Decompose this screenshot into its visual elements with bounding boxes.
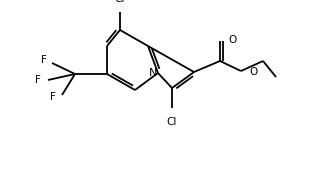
Text: F: F (41, 55, 47, 65)
Text: Cl: Cl (115, 0, 125, 4)
Text: F: F (50, 92, 56, 102)
Text: O: O (228, 35, 236, 45)
Text: O: O (249, 67, 257, 77)
Text: N: N (149, 68, 157, 78)
Text: F: F (35, 75, 41, 85)
Text: Cl: Cl (167, 117, 177, 127)
